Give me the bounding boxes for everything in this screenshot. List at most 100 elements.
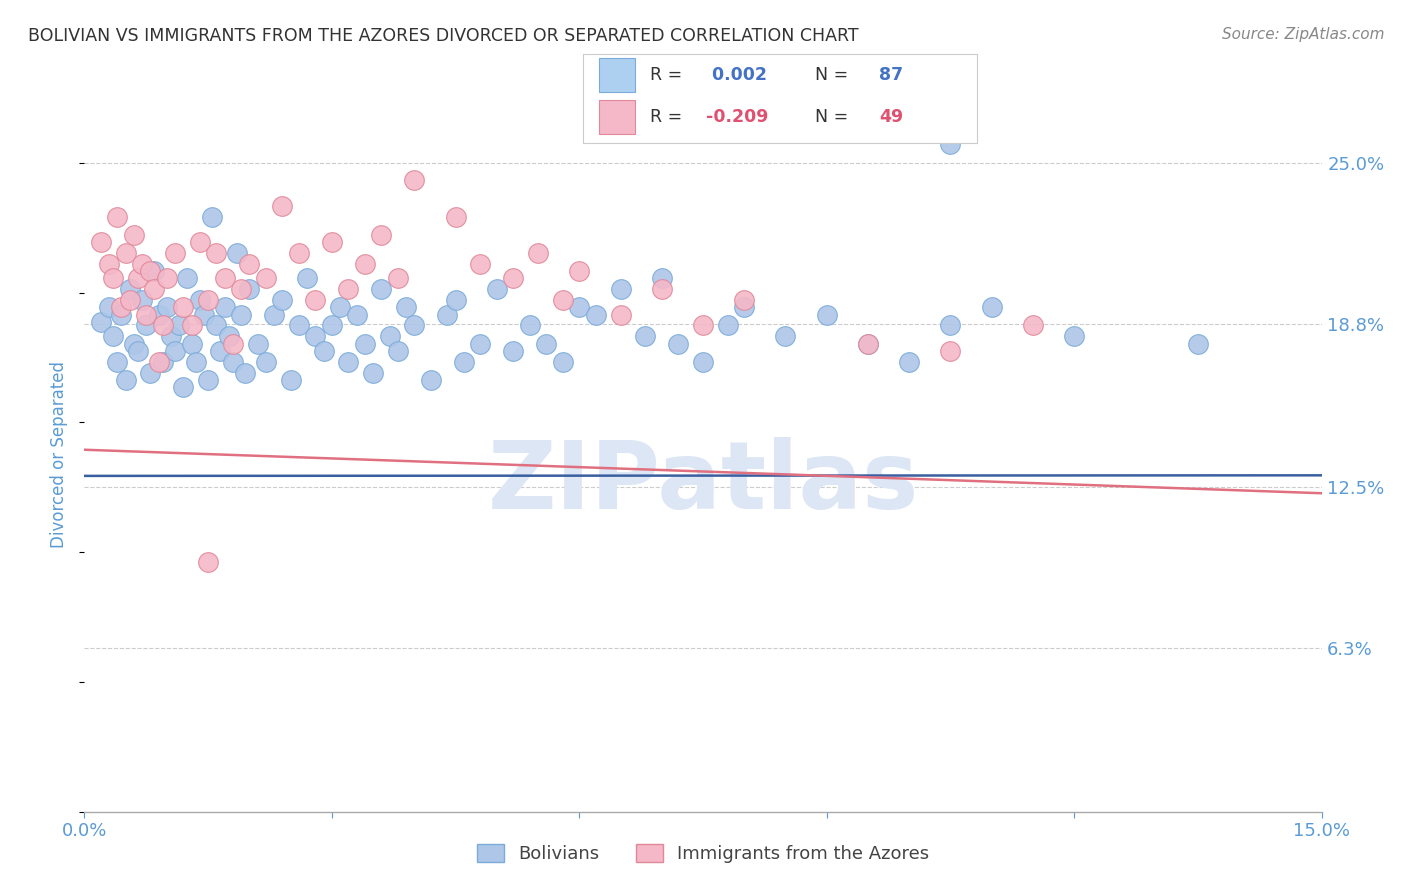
Point bbox=[197, 462, 219, 476]
Point bbox=[122, 493, 145, 508]
Point bbox=[295, 447, 318, 461]
Text: 49: 49 bbox=[879, 108, 903, 126]
Point bbox=[165, 499, 187, 513]
Point bbox=[114, 428, 136, 442]
Point bbox=[551, 462, 574, 476]
Point bbox=[135, 480, 157, 494]
Point bbox=[143, 442, 166, 456]
Point bbox=[651, 447, 673, 461]
Point bbox=[370, 416, 392, 430]
Point bbox=[148, 506, 170, 520]
Point bbox=[201, 402, 224, 417]
Point bbox=[288, 428, 311, 442]
Point bbox=[165, 428, 187, 442]
Point bbox=[98, 467, 121, 482]
Point bbox=[254, 447, 277, 461]
Point bbox=[209, 499, 232, 513]
Point bbox=[152, 480, 174, 494]
Text: N =: N = bbox=[804, 108, 853, 126]
Point bbox=[939, 480, 962, 494]
Point bbox=[692, 506, 714, 520]
Point bbox=[103, 447, 125, 461]
Point bbox=[502, 447, 524, 461]
Point bbox=[197, 648, 219, 663]
Point bbox=[980, 467, 1002, 482]
Point bbox=[263, 473, 285, 487]
Point bbox=[717, 480, 740, 494]
Point bbox=[470, 493, 492, 508]
Point bbox=[939, 499, 962, 513]
Point bbox=[651, 454, 673, 468]
Point bbox=[180, 493, 202, 508]
Point bbox=[160, 488, 183, 502]
Point bbox=[321, 420, 343, 434]
Point bbox=[143, 454, 166, 468]
Point bbox=[229, 454, 252, 468]
Point bbox=[184, 506, 207, 520]
Point bbox=[815, 473, 838, 487]
Point bbox=[238, 454, 260, 468]
Point bbox=[666, 493, 689, 508]
Point bbox=[214, 447, 236, 461]
Point bbox=[118, 454, 141, 468]
Point bbox=[127, 499, 149, 513]
Bar bbox=[599, 100, 634, 134]
Point bbox=[205, 480, 228, 494]
Point bbox=[156, 447, 179, 461]
Point bbox=[188, 462, 211, 476]
Point bbox=[152, 506, 174, 520]
Text: N =: N = bbox=[804, 66, 853, 84]
Point bbox=[361, 273, 384, 287]
Point bbox=[387, 299, 409, 313]
Y-axis label: Divorced or Separated: Divorced or Separated bbox=[51, 361, 69, 549]
Text: BOLIVIAN VS IMMIGRANTS FROM THE AZORES DIVORCED OR SEPARATED CORRELATION CHART: BOLIVIAN VS IMMIGRANTS FROM THE AZORES D… bbox=[28, 27, 859, 45]
Point bbox=[609, 473, 631, 487]
Point bbox=[246, 493, 269, 508]
Point bbox=[254, 506, 277, 520]
Point bbox=[131, 462, 153, 476]
Point bbox=[135, 473, 157, 487]
Point bbox=[188, 420, 211, 434]
Point bbox=[172, 467, 194, 482]
Point bbox=[387, 499, 409, 513]
Point bbox=[226, 428, 249, 442]
Point bbox=[346, 473, 368, 487]
Point bbox=[288, 480, 311, 494]
Point bbox=[568, 467, 591, 482]
Point bbox=[304, 247, 326, 261]
Point bbox=[1022, 480, 1045, 494]
Point bbox=[395, 467, 418, 482]
Point bbox=[585, 473, 607, 487]
Point bbox=[692, 480, 714, 494]
Point bbox=[568, 442, 591, 456]
Point bbox=[90, 477, 112, 491]
Point bbox=[378, 488, 401, 502]
Point bbox=[609, 454, 631, 468]
Point bbox=[222, 493, 245, 508]
Point bbox=[127, 447, 149, 461]
Point bbox=[470, 436, 492, 450]
Point bbox=[148, 473, 170, 487]
Point bbox=[453, 506, 475, 520]
Point bbox=[361, 514, 384, 528]
Point bbox=[105, 506, 128, 520]
Point bbox=[404, 376, 426, 391]
Text: 87: 87 bbox=[879, 66, 903, 84]
Point bbox=[105, 402, 128, 417]
Text: -0.209: -0.209 bbox=[706, 108, 768, 126]
Point bbox=[139, 514, 162, 528]
Point bbox=[519, 480, 541, 494]
Point bbox=[172, 524, 194, 539]
Point bbox=[353, 436, 375, 450]
Text: 0.002: 0.002 bbox=[706, 66, 766, 84]
Point bbox=[156, 467, 179, 482]
Point bbox=[329, 467, 352, 482]
Point bbox=[193, 473, 215, 487]
Text: ZIPatlas: ZIPatlas bbox=[488, 437, 918, 530]
Point bbox=[856, 493, 879, 508]
Point bbox=[139, 442, 162, 456]
Point bbox=[733, 467, 755, 482]
Point bbox=[197, 519, 219, 533]
Point bbox=[280, 519, 302, 533]
Point bbox=[180, 480, 202, 494]
